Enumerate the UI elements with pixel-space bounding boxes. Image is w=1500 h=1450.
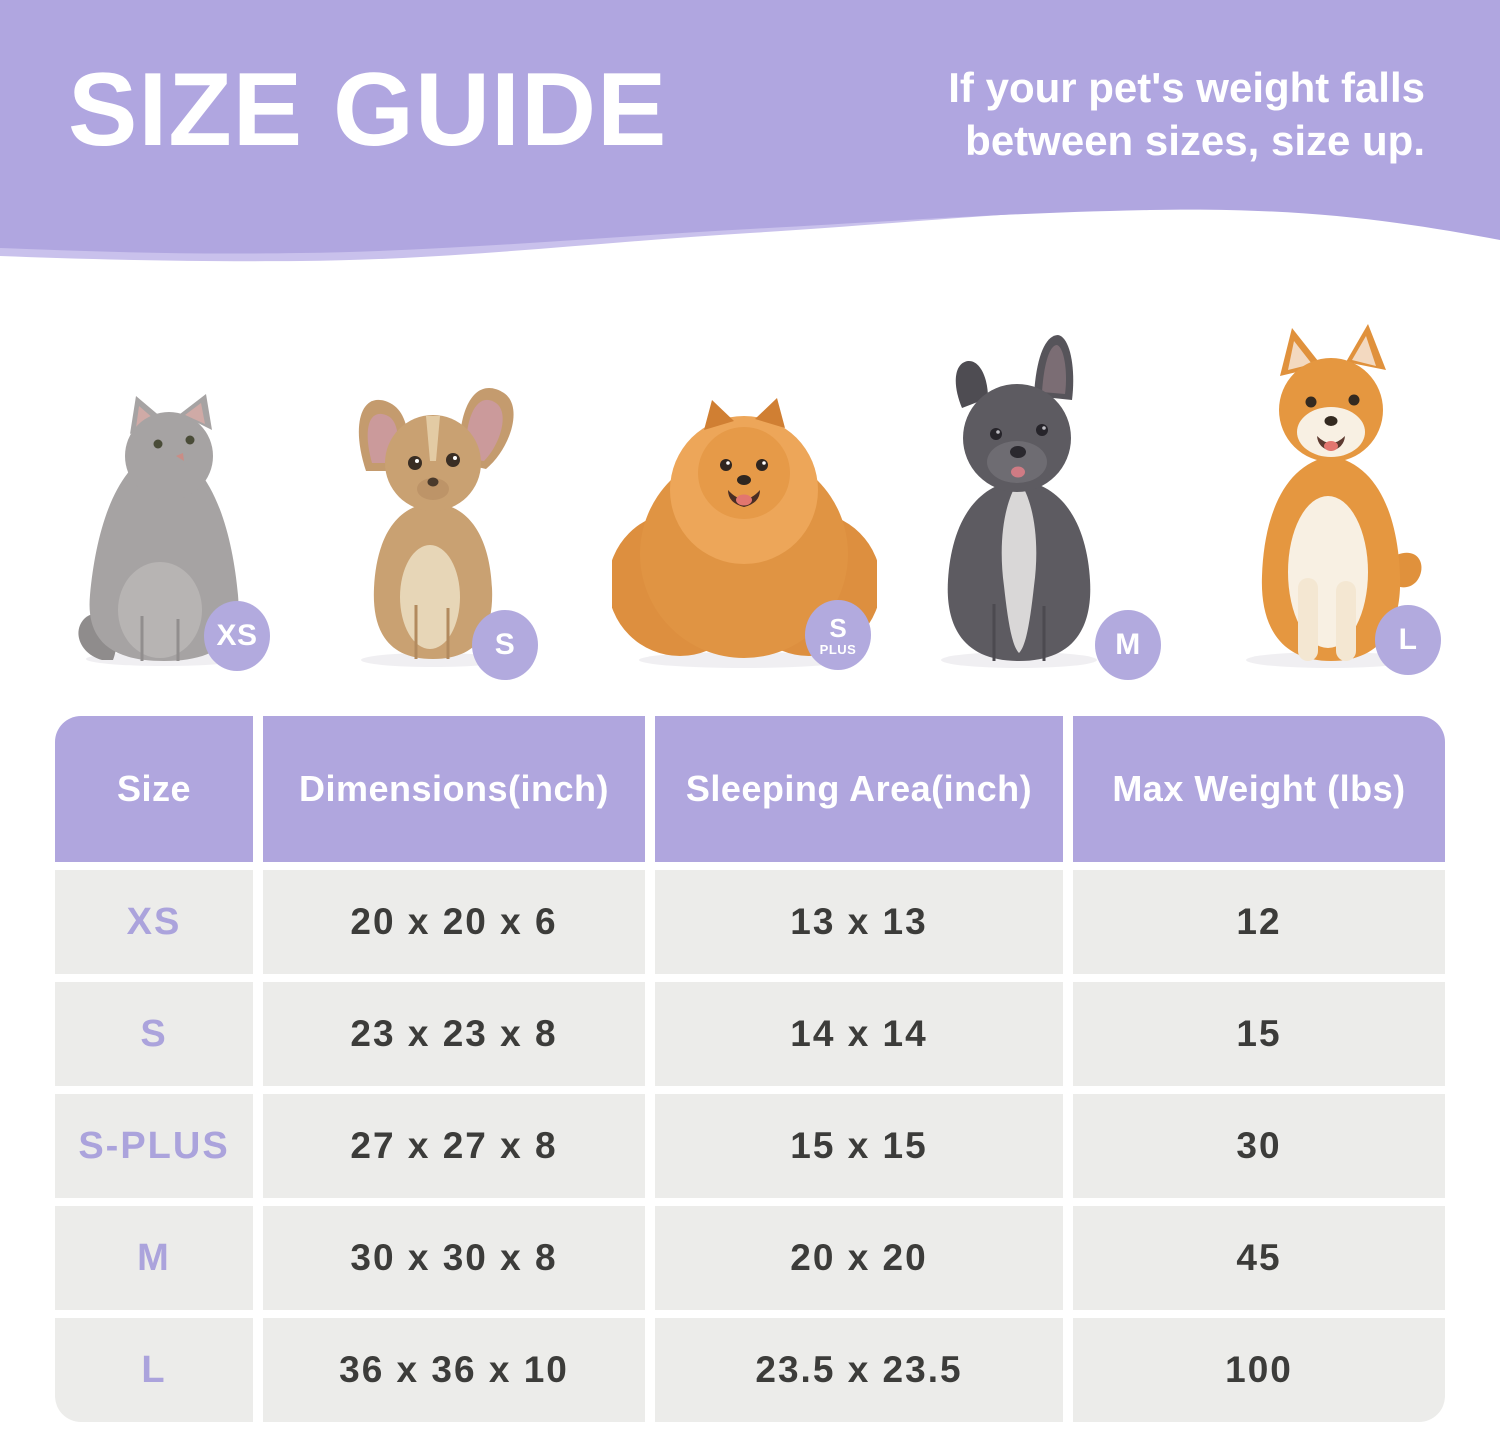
size-badge-s-plus-label-top: S <box>829 612 847 643</box>
header-note-line-2: between sizes, size up. <box>965 116 1425 164</box>
column-header-max-weight: Max Weight (lbs) <box>1073 716 1445 862</box>
size-badge-s-plus-label-sub: PLUS <box>819 641 857 657</box>
cell-dimensions-s-plus: 27 x 27 x 8 <box>263 1094 645 1198</box>
size-badge-xs-label: XS <box>216 619 258 652</box>
cell-sleeping-area-s: 14 x 14 <box>655 982 1063 1086</box>
header-wave-background <box>0 0 1500 262</box>
size-badge-m-label: M <box>1115 628 1141 661</box>
cell-max-weight-m: 45 <box>1073 1206 1445 1310</box>
size-table: Size Dimensions(inch) Sleeping Area(inch… <box>55 716 1445 1422</box>
cell-sleeping-area-s-plus: 15 x 15 <box>655 1094 1063 1198</box>
column-header-size: Size <box>55 716 253 862</box>
cell-size-l: L <box>55 1318 253 1422</box>
cell-max-weight-s-plus: 30 <box>1073 1094 1445 1198</box>
cell-sleeping-area-l: 23.5 x 23.5 <box>655 1318 1063 1422</box>
chihuahua-image <box>358 387 514 667</box>
cell-size-m: M <box>55 1206 253 1310</box>
pet-pomeranian <box>612 366 877 668</box>
cat-image <box>78 394 242 666</box>
size-badge-l: L <box>1375 605 1441 675</box>
cell-size-xs: XS <box>55 870 253 974</box>
french-bulldog-image <box>941 335 1097 668</box>
size-badge-m: M <box>1095 610 1161 680</box>
pets-row: XS S S PLUS M L <box>0 0 1500 680</box>
header-note-line-1: If your pet's weight falls <box>948 64 1425 111</box>
pet-cat <box>72 390 257 668</box>
column-header-sleeping-area: Sleeping Area(inch) <box>655 716 1063 862</box>
page-title: SIZE GUIDE <box>68 52 668 168</box>
cell-max-weight-s: 15 <box>1073 982 1445 1086</box>
column-header-dimensions: Dimensions(inch) <box>263 716 645 862</box>
cell-sleeping-area-xs: 13 x 13 <box>655 870 1063 974</box>
shiba-inu-image <box>1246 324 1422 668</box>
cell-max-weight-xs: 12 <box>1073 870 1445 974</box>
cell-dimensions-l: 36 x 36 x 10 <box>263 1318 645 1422</box>
header-note: If your pet's weight falls between sizes… <box>948 62 1425 168</box>
size-badge-l-label: L <box>1398 623 1418 656</box>
size-badge-xs: XS <box>204 601 270 671</box>
size-badge-s-label: S <box>494 628 516 661</box>
cell-max-weight-l: 100 <box>1073 1318 1445 1422</box>
pet-chihuahua <box>338 363 528 668</box>
cell-dimensions-m: 30 x 30 x 8 <box>263 1206 645 1310</box>
pet-french-bulldog <box>922 330 1117 668</box>
cell-size-s: S <box>55 982 253 1086</box>
cell-dimensions-s: 23 x 23 x 8 <box>263 982 645 1086</box>
pet-shiba-inu <box>1228 316 1433 668</box>
cell-dimensions-xs: 20 x 20 x 6 <box>263 870 645 974</box>
cell-size-s-plus: S-PLUS <box>55 1094 253 1198</box>
pomeranian-image <box>612 398 877 668</box>
size-badge-s: S <box>472 610 538 680</box>
cell-sleeping-area-m: 20 x 20 <box>655 1206 1063 1310</box>
size-badge-s-plus: S PLUS <box>805 600 871 670</box>
